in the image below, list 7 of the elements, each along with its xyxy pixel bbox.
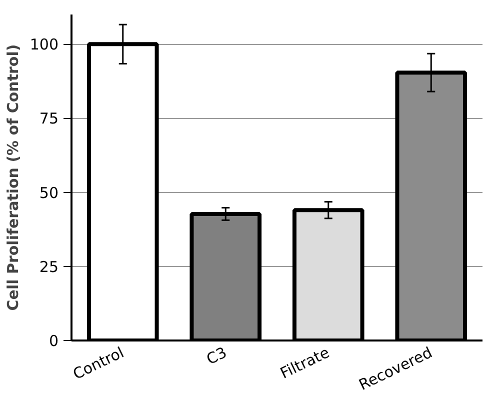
y-tick-label: 100 — [30, 36, 59, 54]
x-tick-label: C3 — [204, 343, 230, 368]
y-tick-label: 25 — [39, 258, 59, 276]
y-tick-label: 75 — [39, 110, 59, 128]
y-axis-title: Cell Proliferation (% of Control) — [4, 44, 22, 311]
y-tick-label: 50 — [39, 184, 59, 202]
y-tick-label: 0 — [48, 332, 59, 350]
